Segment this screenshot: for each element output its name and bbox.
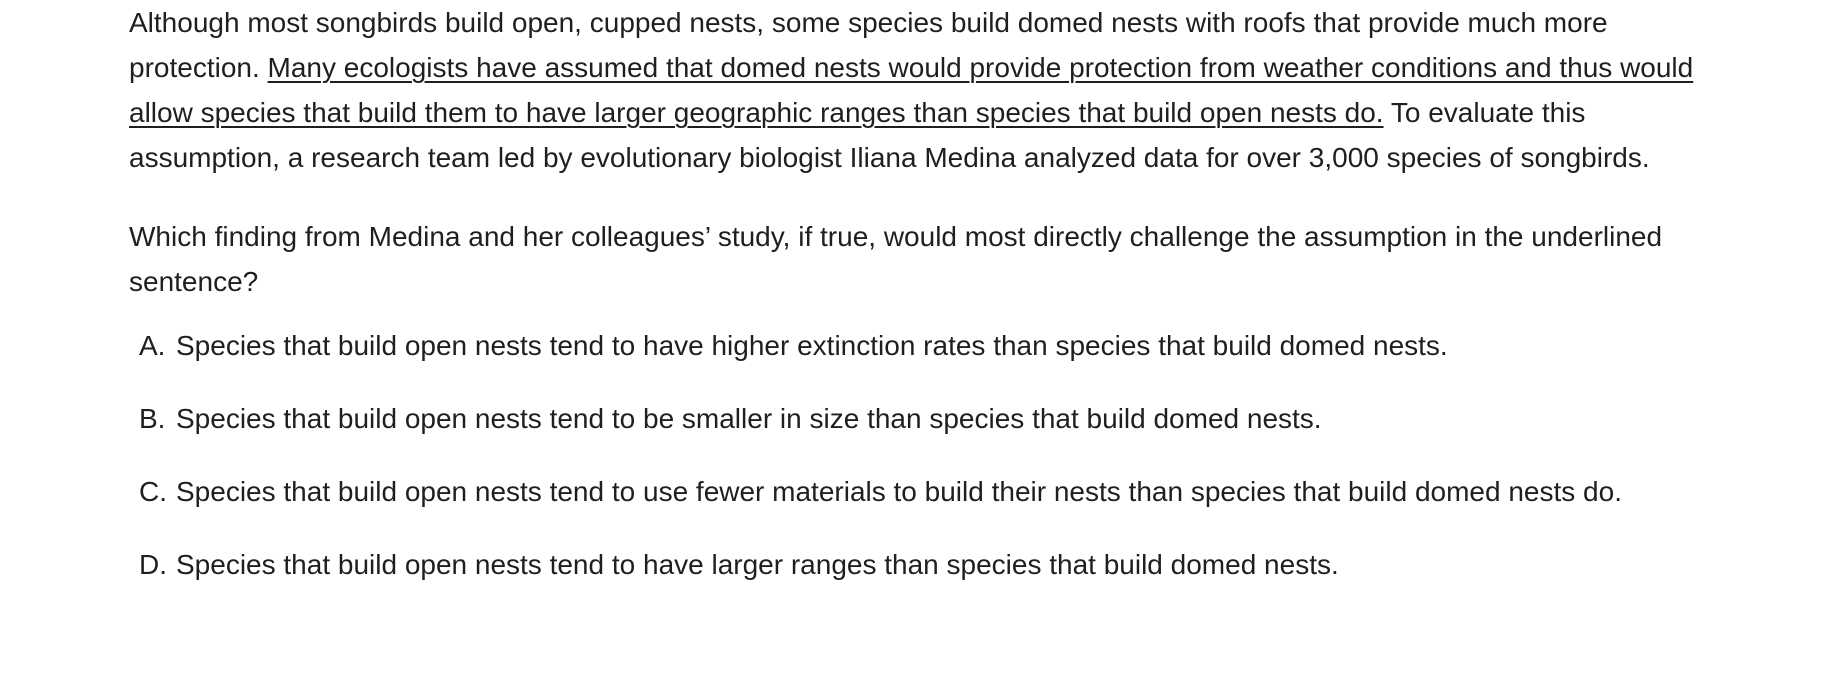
passage-conclusion: To evaluate this assumption, a research … (129, 97, 1650, 173)
choice-text: Species that build open nests tend to ha… (176, 549, 1339, 580)
question-content: Although most songbirds build open, cupp… (129, 0, 1719, 615)
passage-intro: Although most songbirds build open, cupp… (129, 7, 1608, 83)
choice-text: Species that build open nests tend to be… (176, 403, 1322, 434)
choice-letter: D. (139, 549, 167, 580)
underlined-sentence: Many ecologists have assumed that domed … (129, 52, 1694, 128)
choice-letter: B. (139, 403, 166, 434)
choice-text: Species that build open nests tend to ha… (176, 330, 1448, 361)
answer-choice-d[interactable]: D. Species that build open nests tend to… (129, 542, 1719, 587)
choice-text: Species that build open nests tend to us… (176, 476, 1622, 507)
answer-choice-c[interactable]: C. Species that build open nests tend to… (129, 469, 1719, 514)
choice-letter: C. (139, 476, 167, 507)
question-stem: Which finding from Medina and her collea… (129, 221, 1663, 297)
answer-choices: A. Species that build open nests tend to… (129, 323, 1719, 587)
answer-choice-a[interactable]: A. Species that build open nests tend to… (129, 323, 1719, 368)
choice-letter: A. (139, 330, 166, 361)
passage: Although most songbirds build open, cupp… (129, 0, 1719, 180)
answer-choice-b[interactable]: B. Species that build open nests tend to… (129, 396, 1719, 441)
